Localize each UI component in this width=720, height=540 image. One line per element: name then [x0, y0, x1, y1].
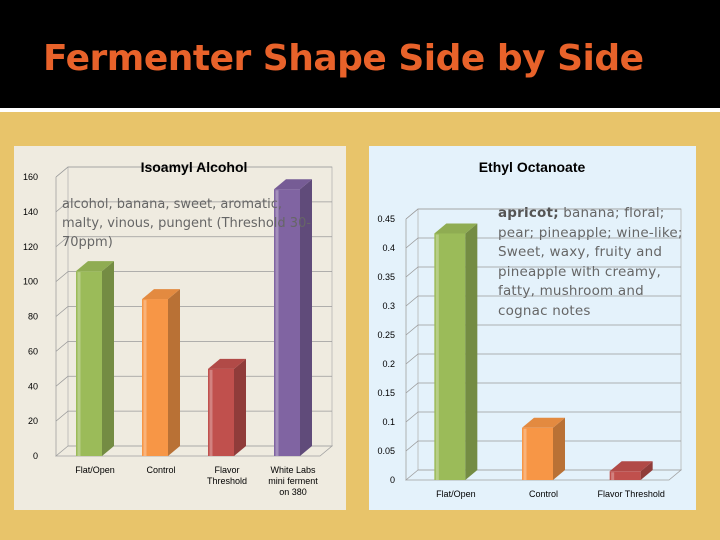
x-category-label-line: Flavor Threshold — [597, 489, 664, 499]
bar-4 — [274, 179, 312, 457]
gridline — [55, 340, 332, 352]
x-category-label-line: on 380 — [279, 487, 307, 497]
gridline — [405, 208, 681, 220]
y-tick-label: 20 — [28, 416, 38, 426]
bar-1 — [434, 223, 478, 480]
bar-top — [274, 179, 312, 190]
y-tick-label: 140 — [23, 207, 38, 217]
bar-side — [234, 358, 246, 456]
x-category-label-line: Control — [529, 489, 558, 499]
gridline — [55, 306, 332, 317]
bar-top — [142, 289, 180, 300]
bar-2 — [522, 417, 565, 480]
plot-floor — [404, 469, 683, 481]
y-tick-label: 0.05 — [377, 446, 395, 456]
x-category-label-line: Threshold — [207, 476, 247, 486]
y-tick-label: 60 — [28, 346, 38, 356]
y-tick-label: 100 — [23, 277, 38, 287]
gridline — [405, 295, 681, 307]
bar-top — [609, 461, 653, 472]
gridline — [405, 237, 681, 249]
bar-3 — [208, 358, 246, 456]
y-tick-label: 40 — [28, 381, 38, 391]
y-tick-label: 80 — [28, 312, 38, 322]
bar-1 — [76, 261, 114, 456]
ethyl-octanoate-note-text: banana; floral; pear; pineapple; wine-li… — [498, 205, 683, 319]
x-category-label-line: Flat/Open — [75, 465, 115, 475]
isoamyl-alcohol-flavor-note: alcohol, banana, sweet, aromatic, malty,… — [62, 197, 312, 250]
x-category-label-line: Flavor — [214, 465, 239, 475]
bar-top — [76, 261, 114, 272]
x-category-label: Flat/Open — [436, 489, 476, 499]
chart-title: Isoamyl Alcohol — [141, 159, 248, 175]
bar-side — [102, 261, 114, 456]
x-category-label-line: Flat/Open — [436, 489, 476, 499]
x-category-label: White Labs mini ferment on 380 — [268, 465, 318, 497]
ethyl-octanoate-chart-panel: 0 0.05 0.1 0.15 0.2 0.25 0.3 0.35 0.4 0.45 Flat/Op… — [369, 146, 696, 510]
x-category-label-line: Control — [146, 465, 175, 475]
y-tick-label: 0.3 — [382, 301, 395, 311]
bar-top — [208, 358, 246, 369]
y-tick-label: 120 — [23, 242, 38, 252]
title-bar: Fermenter Shape Side by Side — [0, 0, 720, 112]
gridline — [55, 271, 332, 282]
x-category-label-line: White Labs — [270, 465, 316, 475]
y-tick-label: 0.45 — [377, 214, 395, 224]
bar-side — [300, 179, 312, 457]
gridline — [405, 266, 681, 278]
gridline — [405, 382, 681, 394]
y-tick-label: 0.25 — [377, 330, 395, 340]
y-tick-label: 0.15 — [377, 388, 395, 398]
gridline — [405, 411, 681, 423]
x-category-label: Control — [146, 465, 175, 475]
gridline — [55, 166, 332, 178]
x-category-label: Flavor Threshold — [597, 489, 664, 499]
ethyl-octanoate-chart: 0 0.05 0.1 0.15 0.2 0.25 0.3 0.35 0.4 0.45 Flat/Op… — [377, 159, 683, 499]
isoamyl-alcohol-chart-panel: 0 20 40 60 80 100 120 140 160 Flat/Open Control Fla… — [14, 146, 346, 510]
bar-2 — [142, 289, 180, 456]
x-category-label: Control — [529, 489, 558, 499]
gridline — [405, 324, 681, 336]
isoamyl-alcohol-chart: 0 20 40 60 80 100 120 140 160 Flat/Open Control Fla… — [23, 159, 334, 497]
bar-top — [434, 223, 478, 234]
ethyl-octanoate-note-bold: apricot; — [498, 205, 559, 221]
y-tick-label: 0.35 — [377, 272, 395, 282]
bar-front — [522, 427, 553, 480]
bar-top — [522, 417, 565, 428]
ethyl-octanoate-flavor-note: apricot; banana; floral; pear; pineapple… — [498, 204, 686, 321]
y-tick-label: 0.1 — [382, 417, 395, 427]
bar-side — [168, 289, 180, 456]
gridline — [405, 353, 681, 365]
bar-3 — [609, 461, 653, 480]
gridline — [55, 201, 332, 213]
bar-side — [465, 223, 478, 480]
bar-side — [553, 417, 565, 480]
y-tick-label: 160 — [23, 172, 38, 182]
slide-title: Fermenter Shape Side by Side — [43, 38, 644, 79]
chart-title: Ethyl Octanoate — [479, 159, 586, 175]
bar-front — [434, 233, 466, 480]
x-category-label: Flavor Threshold — [207, 465, 247, 486]
bar-side — [640, 461, 653, 480]
gridline — [55, 236, 332, 248]
y-tick-label: 0.4 — [382, 243, 395, 253]
y-tick-label: 0 — [33, 451, 38, 461]
y-tick-label: 0 — [390, 475, 395, 485]
gridline — [405, 440, 681, 452]
bar-front — [609, 471, 641, 480]
x-category-label-line: mini ferment — [268, 476, 318, 486]
y-tick-label: 0.2 — [382, 359, 395, 369]
x-category-label: Flat/Open — [75, 465, 115, 475]
